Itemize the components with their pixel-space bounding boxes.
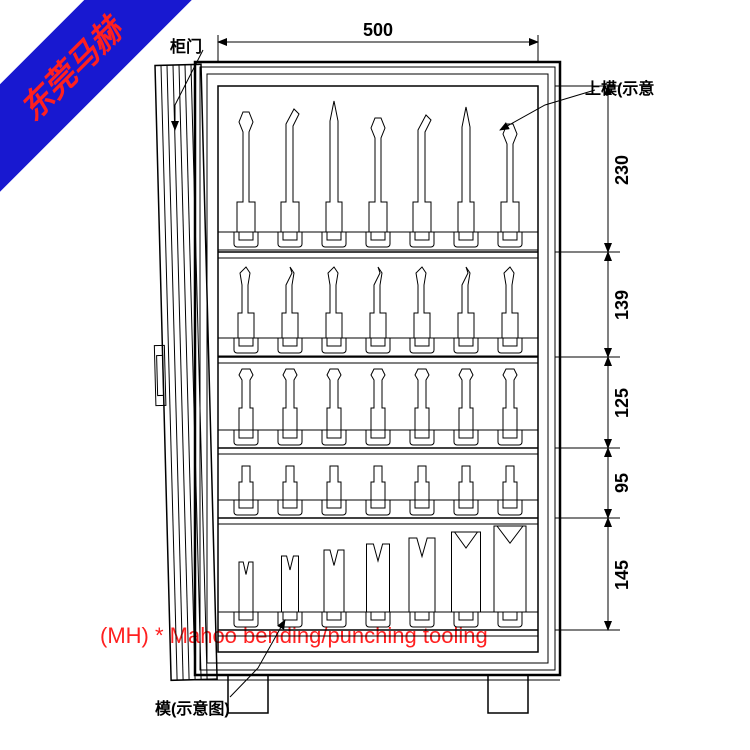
dimension-rows: 230 139 125 95 145 [555,86,632,630]
row-3-tools [218,369,538,448]
cabinet-foot-left [228,675,268,713]
technical-drawing: 500 230 139 125 95 145 [0,0,750,750]
row-2-tools [218,267,538,356]
dim-row2: 139 [612,290,632,320]
dim-row5: 145 [612,560,632,590]
dim-row4: 95 [612,473,632,493]
dimension-width: 500 [218,20,538,62]
row-5-tools [218,526,538,630]
dim-row3: 125 [612,388,632,418]
dim-width: 500 [363,20,393,40]
cabinet-foot-right [488,675,528,713]
row-1-tools [218,101,538,250]
dim-row1: 230 [612,155,632,185]
row-4-tools [218,466,538,518]
